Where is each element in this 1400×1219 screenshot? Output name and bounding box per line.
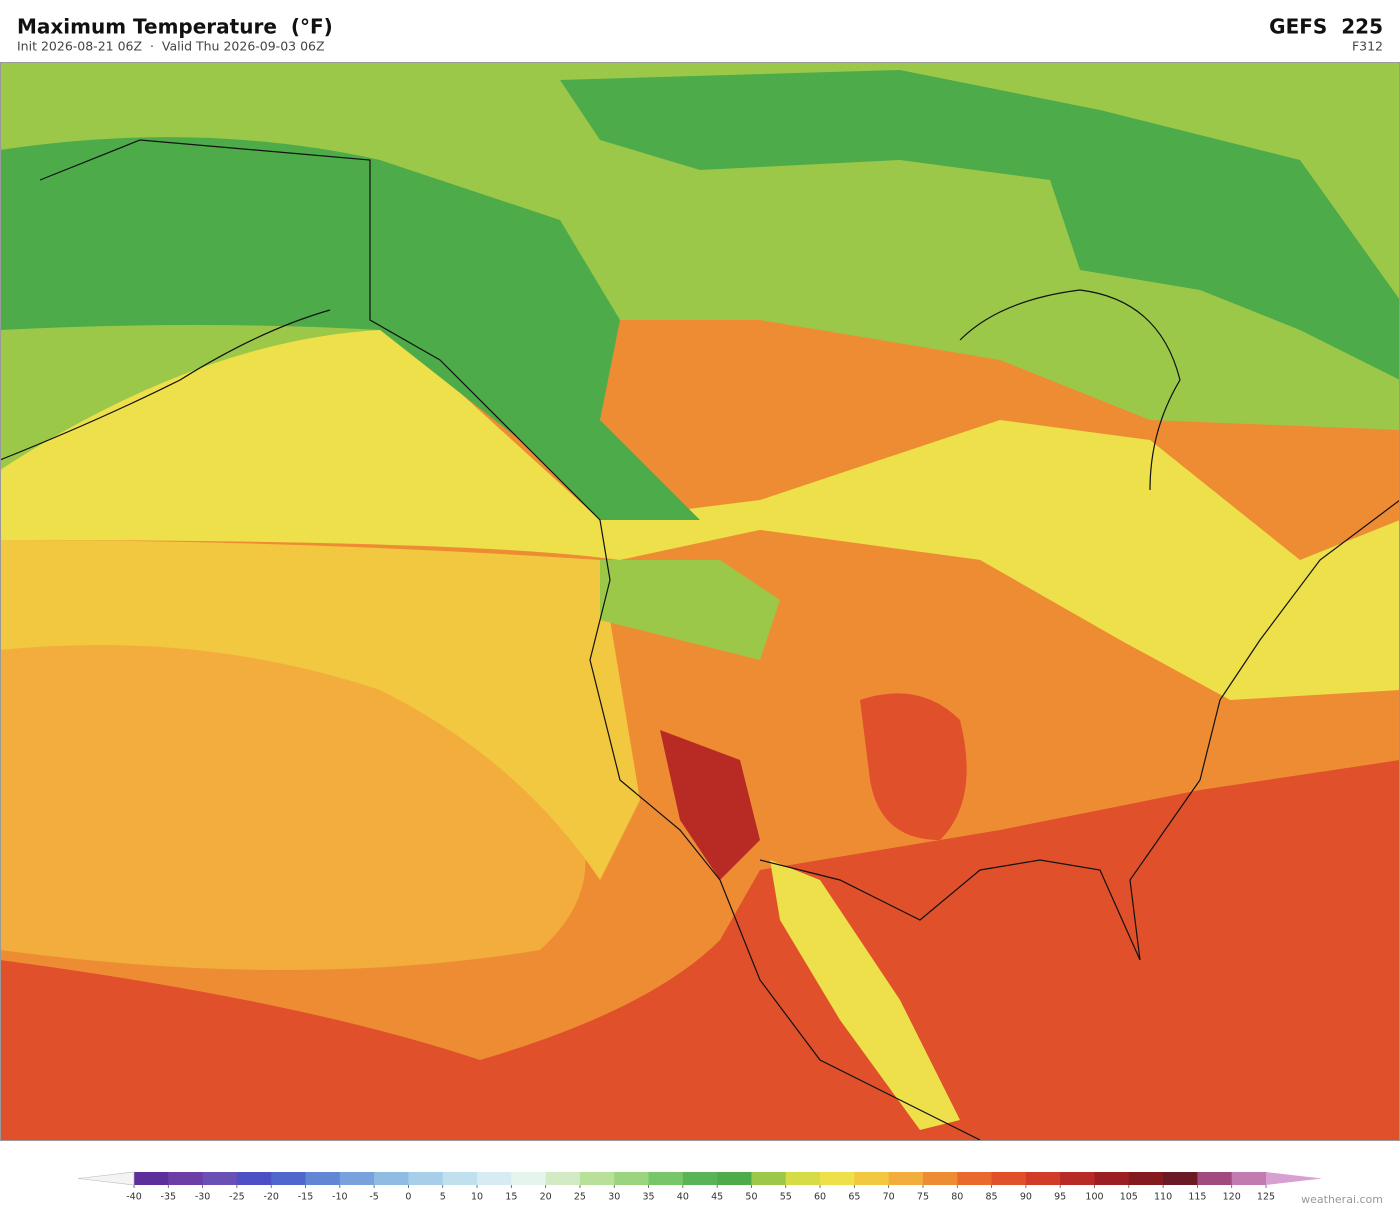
forecast-hour: F312	[1352, 39, 1383, 54]
colorbar-segment	[922, 1172, 958, 1185]
temperature-field	[770, 860, 960, 1130]
colorbar-segment	[511, 1172, 547, 1185]
colorbar-tick-label: 20	[540, 1192, 552, 1203]
colorbar-tick-label: 25	[574, 1192, 586, 1203]
colorbar-segment	[579, 1172, 615, 1185]
colorbar-tick-label: 0	[405, 1192, 411, 1203]
temperature-field	[560, 70, 1400, 380]
colorbar-tick-label: -30	[195, 1192, 211, 1203]
temperature-field	[0, 760, 1400, 1140]
temperature-field	[860, 693, 967, 840]
colorbar-segment	[751, 1172, 787, 1185]
colorbar-segment	[134, 1172, 169, 1185]
colorbar-tick-label: 110	[1154, 1192, 1172, 1203]
colorbar-tick-label: 85	[986, 1192, 998, 1203]
colorbar-tick-label: 5	[440, 1192, 446, 1203]
subtitle: Init 2026-08-21 06Z · Valid Thu 2026-09-…	[17, 39, 325, 54]
temperature-field	[600, 560, 780, 660]
colorbar-tick-label: -10	[332, 1192, 348, 1203]
colorbar-segment	[648, 1172, 684, 1185]
colorbar-segment	[374, 1172, 409, 1185]
colorbar-segment	[820, 1172, 855, 1185]
colorbar-tick-label: -20	[263, 1192, 279, 1203]
colorbar-segment	[545, 1172, 581, 1185]
colorbar-segment	[168, 1172, 204, 1185]
colorbar-tick-label: 95	[1054, 1192, 1066, 1203]
colorbar-tick-label: 100	[1085, 1192, 1103, 1203]
colorbar-tick-label: 80	[951, 1192, 963, 1203]
colorbar-tick-label: 65	[848, 1192, 860, 1203]
colorbar-segment	[1197, 1172, 1233, 1185]
colorbar-tick-label: 75	[917, 1192, 929, 1203]
colorbar-tick-label: 120	[1223, 1192, 1241, 1203]
colorbar-tick-label: 60	[814, 1192, 826, 1203]
temperature-field	[0, 62, 560, 140]
colorbar-tick-label: 15	[505, 1192, 517, 1203]
colorbar-tick-label: -25	[229, 1192, 245, 1203]
colorbar: -40 -35 -30 -25 -20 -15 -10 -5 0 5 10 15 20 25 30 35 40 4…	[77, 1171, 1322, 1203]
colorbar-tick-label: 125	[1257, 1192, 1275, 1203]
colorbar-under	[77, 1171, 135, 1186]
colorbar-segment	[477, 1172, 512, 1185]
colorbar-segment	[888, 1172, 924, 1185]
colorbar-segment	[271, 1172, 307, 1185]
colorbar-segment	[854, 1172, 890, 1185]
colorbar-segment	[305, 1172, 341, 1185]
colorbar-tick-label: 40	[677, 1192, 689, 1203]
colorbar-segment	[785, 1172, 821, 1185]
colorbar-tick-label: 10	[471, 1192, 483, 1203]
colorbar-tick-label: -40	[126, 1192, 142, 1203]
credit: weatherai.com	[1301, 1193, 1383, 1206]
colorbar-segment	[236, 1172, 272, 1185]
colorbar-segment	[1128, 1172, 1164, 1185]
temperature-field	[0, 137, 700, 520]
colorbar-tick-label: 30	[608, 1192, 620, 1203]
temperature-field	[0, 540, 640, 880]
colorbar-tick-label: 105	[1120, 1192, 1138, 1203]
colorbar-tick-label: 35	[642, 1192, 654, 1203]
colorbar-over	[1266, 1172, 1322, 1185]
temperature-field	[0, 320, 1400, 700]
colorbar-segment	[442, 1172, 478, 1185]
colorbar-tick-label: 90	[1020, 1192, 1032, 1203]
colorbar-tick-label: 50	[745, 1192, 757, 1203]
colorbar-tick-label: 45	[711, 1192, 723, 1203]
colorbar-segment	[682, 1172, 718, 1185]
coastline	[0, 139, 1400, 1140]
title: Maximum Temperature (°F)	[17, 15, 333, 39]
colorbar-segment	[717, 1172, 752, 1185]
colorbar-tick-label: -15	[298, 1192, 314, 1203]
colorbar-tick-label: -35	[161, 1192, 177, 1203]
colorbar-segment	[991, 1172, 1027, 1185]
colorbar-tick-label: -5	[369, 1192, 378, 1203]
colorbar-segment	[339, 1172, 375, 1185]
colorbar-segment	[1163, 1172, 1198, 1185]
colorbar-segment	[202, 1172, 238, 1185]
colorbar-segment	[957, 1172, 993, 1185]
colorbar-segment	[1231, 1172, 1267, 1185]
colorbar-tick-label: 70	[883, 1192, 895, 1203]
colorbar-tick-label: 55	[780, 1192, 792, 1203]
colorbar-segment	[408, 1172, 444, 1185]
colorbar-segment	[614, 1172, 650, 1185]
colorbar-segment	[1094, 1172, 1130, 1185]
map	[0, 62, 1400, 1141]
temperature-field	[660, 730, 760, 880]
colorbar-segment	[1060, 1172, 1095, 1185]
model: GEFS 225	[1269, 15, 1383, 39]
colorbar-segment	[1025, 1172, 1061, 1185]
colorbar-tick-label: 115	[1188, 1192, 1206, 1203]
